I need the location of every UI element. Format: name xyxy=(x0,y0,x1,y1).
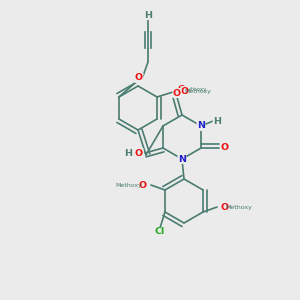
Text: O: O xyxy=(181,86,189,95)
Text: O: O xyxy=(178,85,186,94)
Text: O: O xyxy=(139,181,147,190)
Text: Methoxy: Methoxy xyxy=(184,88,212,94)
Text: O: O xyxy=(135,148,143,158)
Text: O: O xyxy=(173,88,181,98)
Text: O: O xyxy=(221,143,229,152)
Text: Methoxy: Methoxy xyxy=(116,182,142,188)
Text: Methoxy: Methoxy xyxy=(183,88,207,92)
Text: H: H xyxy=(213,116,221,125)
Text: O: O xyxy=(135,74,143,82)
Text: N: N xyxy=(197,122,205,130)
Text: Methoxy: Methoxy xyxy=(226,205,253,209)
Text: N: N xyxy=(178,154,186,164)
Text: H: H xyxy=(144,11,152,20)
Text: Cl: Cl xyxy=(155,227,165,236)
Text: H: H xyxy=(124,148,132,158)
Text: O: O xyxy=(221,202,229,211)
